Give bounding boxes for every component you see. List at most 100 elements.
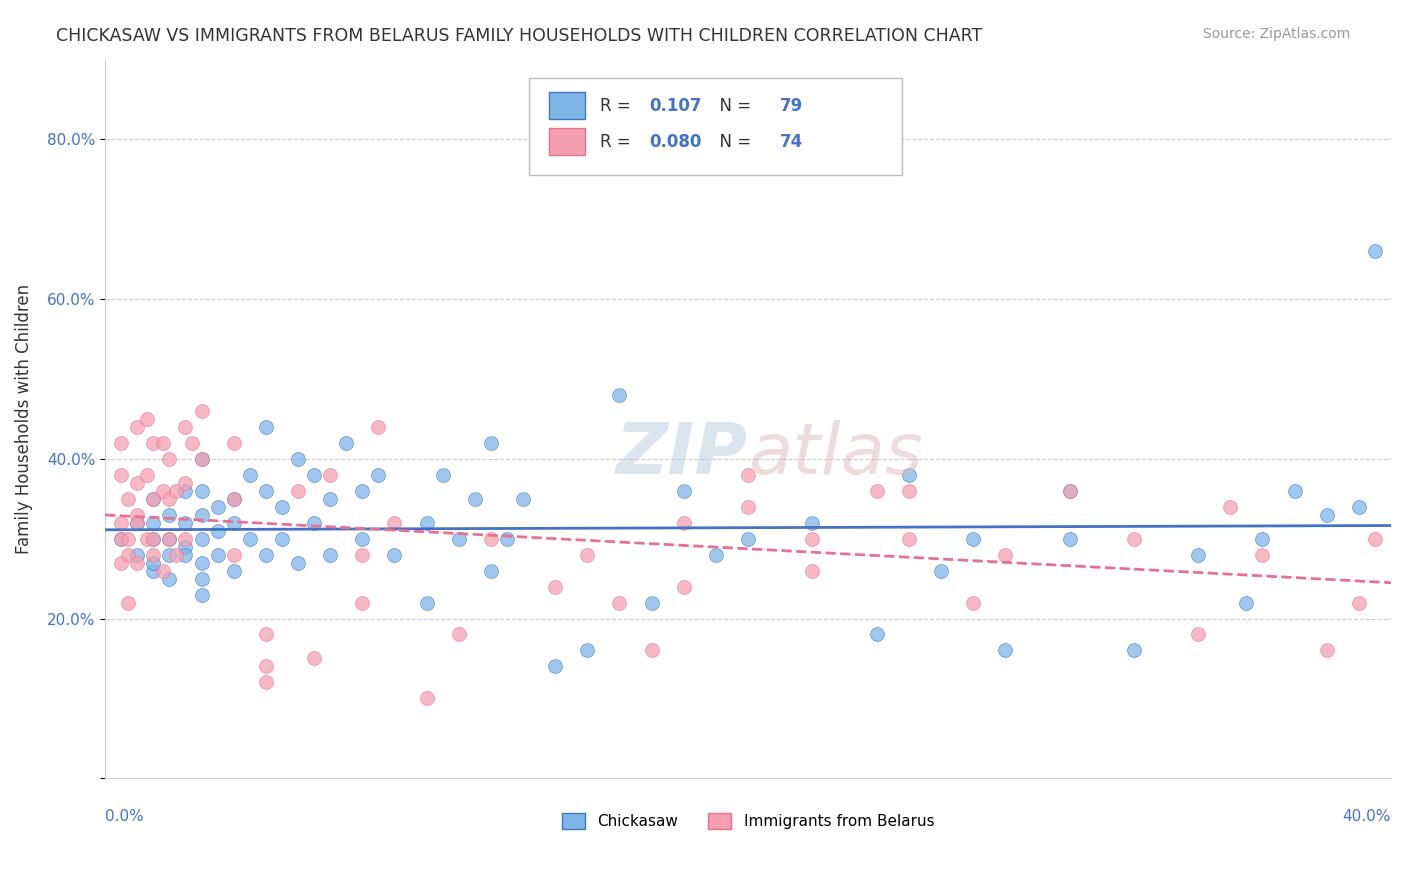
Point <box>704 548 727 562</box>
Point <box>1059 483 1081 498</box>
Point <box>174 483 197 498</box>
Point <box>352 596 374 610</box>
Point <box>135 412 157 426</box>
Point <box>512 491 534 506</box>
Text: Source: ZipAtlas.com: Source: ZipAtlas.com <box>1202 27 1350 41</box>
Point <box>609 596 631 610</box>
Point <box>222 435 245 450</box>
Point <box>302 516 325 530</box>
Point <box>142 491 165 506</box>
Point <box>254 483 277 498</box>
Point <box>174 532 197 546</box>
Point <box>110 532 132 546</box>
Point <box>271 532 294 546</box>
Point <box>271 500 294 514</box>
Point <box>479 532 502 546</box>
Point <box>207 548 229 562</box>
Point <box>352 532 374 546</box>
Point <box>127 508 149 522</box>
Text: atlas: atlas <box>748 420 922 490</box>
Point <box>254 627 277 641</box>
Point <box>135 467 157 482</box>
Point <box>239 467 262 482</box>
Point <box>447 627 470 641</box>
Point <box>640 643 662 657</box>
Point <box>165 548 187 562</box>
Point <box>544 580 567 594</box>
Text: N =: N = <box>710 133 756 151</box>
Point <box>479 564 502 578</box>
Point <box>142 435 165 450</box>
Point <box>384 548 406 562</box>
Point <box>367 467 389 482</box>
Text: ZIP: ZIP <box>616 420 748 490</box>
Point <box>190 451 212 466</box>
Point <box>174 516 197 530</box>
Point <box>190 508 212 522</box>
Text: 79: 79 <box>780 96 803 114</box>
Point <box>962 596 984 610</box>
Point <box>1187 548 1209 562</box>
Point <box>1059 483 1081 498</box>
Point <box>1187 627 1209 641</box>
Text: R =: R = <box>600 96 636 114</box>
Point <box>142 556 165 570</box>
Text: 0.0%: 0.0% <box>105 809 143 824</box>
Point <box>117 548 139 562</box>
Point <box>110 516 132 530</box>
Point <box>335 435 357 450</box>
Point <box>142 564 165 578</box>
Text: CHICKASAW VS IMMIGRANTS FROM BELARUS FAMILY HOUSEHOLDS WITH CHILDREN CORRELATION: CHICKASAW VS IMMIGRANTS FROM BELARUS FAM… <box>56 27 983 45</box>
Point <box>415 691 437 706</box>
Point <box>1364 244 1386 259</box>
Point <box>142 532 165 546</box>
Point <box>479 435 502 450</box>
Point <box>142 491 165 506</box>
Point <box>897 483 920 498</box>
Point <box>287 483 309 498</box>
Point <box>157 572 180 586</box>
Point <box>254 420 277 434</box>
Point <box>866 627 889 641</box>
Point <box>142 548 165 562</box>
Point <box>117 491 139 506</box>
Point <box>1234 596 1257 610</box>
Point <box>1251 548 1274 562</box>
Point <box>352 483 374 498</box>
Point <box>157 532 180 546</box>
Point <box>672 580 695 594</box>
Point <box>174 420 197 434</box>
Point <box>994 643 1017 657</box>
Point <box>801 516 824 530</box>
Point <box>110 532 132 546</box>
Point <box>319 548 342 562</box>
Point <box>415 596 437 610</box>
Point <box>432 467 454 482</box>
Text: R =: R = <box>600 133 636 151</box>
Point <box>962 532 984 546</box>
Point <box>165 483 187 498</box>
Point <box>142 532 165 546</box>
Point <box>135 532 157 546</box>
Point <box>1364 532 1386 546</box>
Point <box>157 491 180 506</box>
Point <box>180 435 202 450</box>
Point <box>127 516 149 530</box>
Point <box>737 500 759 514</box>
Point <box>929 564 952 578</box>
Point <box>319 467 342 482</box>
Point <box>1284 483 1306 498</box>
Point <box>866 483 889 498</box>
Point <box>190 588 212 602</box>
Point <box>352 548 374 562</box>
Point <box>222 491 245 506</box>
Point <box>127 420 149 434</box>
Point <box>1122 643 1144 657</box>
Point <box>897 467 920 482</box>
Text: 40.0%: 40.0% <box>1343 809 1391 824</box>
Point <box>496 532 519 546</box>
Point <box>222 548 245 562</box>
Point <box>254 675 277 690</box>
Point <box>302 651 325 665</box>
Point <box>190 404 212 418</box>
